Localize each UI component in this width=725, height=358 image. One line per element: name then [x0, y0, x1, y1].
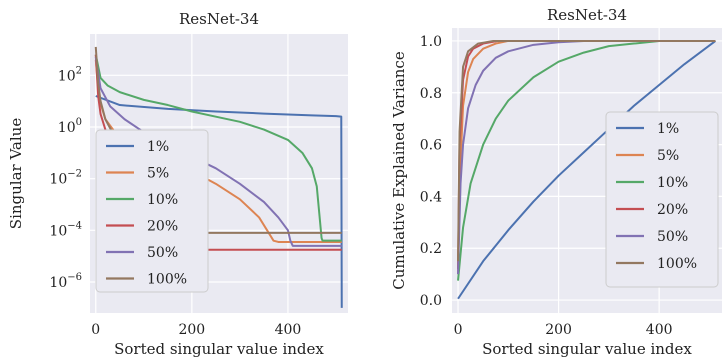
right-x-tick-labels: 0 200 400 [454, 322, 673, 338]
rp-legend-label: 10% [657, 175, 688, 191]
right-x-axis-label: Sorted singular value index [482, 340, 692, 358]
rp-x-tick-label: 400 [646, 322, 673, 338]
right-series-lines [457, 39, 717, 300]
rp-y-tick-label: 0.2 [420, 241, 442, 257]
rp-x-tick-label: 0 [454, 322, 463, 338]
lp-series-line-1pct [95, 95, 343, 308]
right-y-tick-labels: 0.0 0.2 0.4 0.6 0.8 1.0 [420, 34, 442, 309]
rp-y-tick-label: 0.0 [420, 293, 442, 309]
left-y-tick-labels: 102 100 10−2 10−4 10−6 [49, 65, 82, 291]
left-chart-title: ResNet-34 [179, 10, 259, 28]
lp-series-line-10pct [94, 54, 342, 242]
left-y-axis-label: Singular Value [7, 118, 25, 230]
lp-legend-label: 50% [147, 245, 178, 261]
right-legend: 1% 5% 10% 20% 50% 100% [605, 111, 719, 288]
rp-legend-label: 50% [657, 229, 688, 245]
lp-x-tick-label: 0 [91, 322, 100, 338]
rp-y-tick-label: 0.8 [420, 86, 442, 102]
lp-legend-label: 5% [147, 166, 169, 182]
lp-y-tick-label: 102 [58, 65, 82, 84]
right-y-axis-label: Cumulative Explained Variance [390, 51, 408, 290]
lp-y-tick-label: 100 [58, 117, 82, 136]
rp-legend-label: 20% [657, 202, 688, 218]
right-chart-title: ResNet-34 [547, 6, 627, 24]
right-chart-cumulative-variance: 0.0 0.2 0.4 0.6 0.8 1.0 0 200 400 ResNet-34 Sor… [390, 6, 722, 358]
left-chart-singular-values: 102 100 10−2 10−4 10−6 0 200 400 ResNet-34 Sor… [7, 10, 348, 358]
rp-series-line-1pct [457, 40, 717, 300]
rp-y-tick-label: 1.0 [420, 34, 442, 50]
lp-legend-label: 100% [147, 272, 187, 288]
lp-x-tick-label: 200 [178, 322, 205, 338]
rp-x-tick-label: 200 [545, 322, 572, 338]
left-x-tick-labels: 0 200 400 [91, 322, 301, 338]
lp-y-tick-label: 10−4 [49, 220, 82, 239]
lp-y-tick-label: 10−6 [49, 272, 82, 291]
lp-legend-label: 1% [147, 139, 169, 155]
rp-series-line-50pct [457, 39, 716, 275]
rp-legend-label: 5% [657, 148, 679, 164]
rp-legend-label: 100% [657, 256, 697, 272]
lp-series-line-50pct [94, 57, 342, 247]
lp-legend-label: 20% [147, 219, 178, 235]
left-legend: 1% 5% 10% 20% 50% 100% [95, 129, 209, 293]
lp-legend-label: 10% [147, 192, 178, 208]
rp-y-tick-label: 0.4 [420, 189, 442, 205]
rp-series-line-100pct [457, 39, 716, 262]
lp-y-tick-label: 10−2 [49, 169, 82, 188]
rp-y-tick-label: 0.6 [420, 138, 442, 154]
lp-x-tick-label: 400 [275, 322, 302, 338]
rp-legend-label: 1% [657, 121, 679, 137]
left-x-axis-label: Sorted singular value index [114, 340, 324, 358]
